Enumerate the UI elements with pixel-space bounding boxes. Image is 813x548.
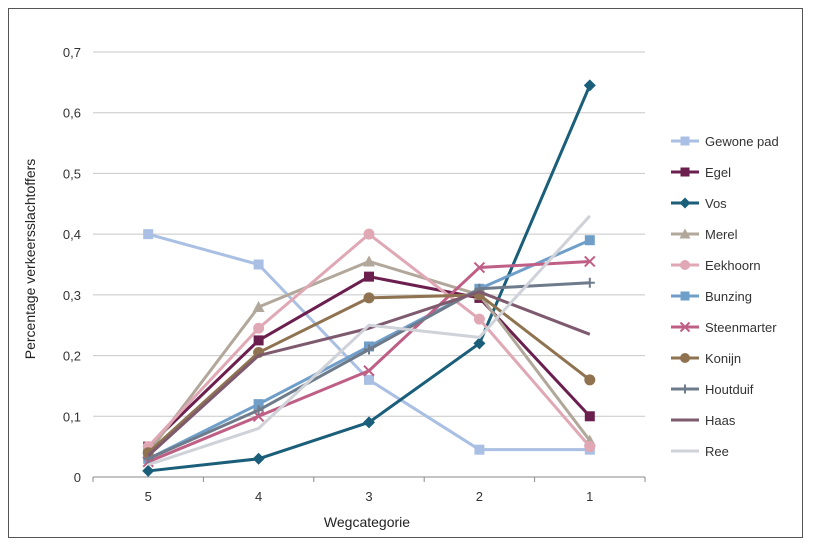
data-point <box>364 344 374 355</box>
y-tick-label: 0,3 <box>63 288 81 303</box>
data-point <box>680 291 690 301</box>
legend-item: Merel <box>671 227 738 242</box>
y-tick-label: 0 <box>74 470 81 485</box>
data-point <box>584 277 595 288</box>
legend-label: Merel <box>705 227 738 242</box>
series-line <box>147 214 591 467</box>
data-point <box>584 255 596 268</box>
legend-label: Egel <box>705 165 731 180</box>
data-point <box>474 444 485 455</box>
x-tick-label: 1 <box>586 489 593 504</box>
data-point <box>584 411 595 422</box>
legend-item: Vos <box>671 196 727 211</box>
legend-label: Vos <box>705 196 727 211</box>
legend-item: Ree <box>671 444 729 459</box>
y-tick-label: 0,4 <box>63 227 81 242</box>
legend-item: Steenmarter <box>671 320 777 335</box>
series-group <box>142 79 596 477</box>
legend-item: Bunzing <box>671 289 752 304</box>
series-line <box>147 259 590 464</box>
y-axis-ticks: 0 0,1 0,2 0,3 0,4 0,5 0,6 0,7 <box>63 45 81 485</box>
data-point <box>253 399 264 410</box>
data-point <box>584 235 595 246</box>
series-konijn <box>142 289 596 459</box>
data-point <box>584 374 596 386</box>
data-point <box>679 228 691 239</box>
legend-item: Egel <box>671 165 731 180</box>
y-tick-label: 0,1 <box>63 409 81 424</box>
legend-item: Konijn <box>671 351 741 366</box>
x-tick-label: 4 <box>255 489 262 504</box>
data-point <box>253 259 264 270</box>
x-tick-label: 2 <box>476 489 483 504</box>
data-point <box>363 292 375 304</box>
data-point <box>364 374 374 385</box>
data-point <box>142 464 155 477</box>
data-point <box>253 405 264 416</box>
y-axis-label: Percentage verkeersslachtoffers <box>22 159 38 360</box>
data-point <box>252 301 265 312</box>
legend-item: Houtduif <box>671 382 754 397</box>
data-point <box>584 441 596 453</box>
series-eekhoorn <box>142 228 596 453</box>
legend-label: Konijn <box>705 351 741 366</box>
data-point <box>253 322 265 334</box>
legend-label: Gewone pad <box>705 134 779 149</box>
data-point <box>143 229 154 240</box>
x-axis <box>92 476 646 482</box>
legend-label: Bunzing <box>705 289 752 304</box>
data-point <box>252 452 265 465</box>
x-axis-ticks: 5 4 3 2 1 <box>145 489 594 504</box>
data-point <box>363 255 375 267</box>
series-ree <box>147 214 591 467</box>
data-point <box>253 335 264 346</box>
data-point <box>680 353 690 363</box>
data-point <box>680 136 690 146</box>
data-point <box>680 384 690 394</box>
data-point <box>363 365 375 377</box>
y-tick-label: 0,2 <box>63 349 81 364</box>
x-tick-label: 3 <box>365 489 372 504</box>
data-point <box>363 228 375 240</box>
legend-label: Steenmarter <box>705 320 777 335</box>
line-chart: 0 0,1 0,2 0,3 0,4 0,5 0,6 0,7 5 4 3 2 1 Gewone pad E… <box>22 45 779 530</box>
legend: Gewone pad Egel Vos Merel Eekhoorn Bunzing Ste… <box>671 134 779 459</box>
legend-label: Haas <box>705 413 736 428</box>
x-axis-label: Wegcategorie <box>324 514 410 530</box>
y-tick-label: 0,5 <box>63 166 81 181</box>
data-point <box>473 337 486 350</box>
data-point <box>142 447 154 459</box>
legend-item: Haas <box>671 413 736 428</box>
y-tick-label: 0,7 <box>63 45 81 60</box>
legend-item: Eekhoorn <box>671 258 761 273</box>
series-line <box>147 290 591 457</box>
data-point <box>679 321 691 333</box>
legend-item: Gewone pad <box>671 134 779 149</box>
data-point <box>583 79 596 92</box>
legend-label: Houtduif <box>705 382 754 397</box>
legend-label: Eekhoorn <box>705 258 761 273</box>
data-point <box>473 313 485 325</box>
series-steenmarter <box>142 255 596 468</box>
data-point <box>364 271 374 282</box>
legend-label: Ree <box>705 444 729 459</box>
series-haas <box>147 290 591 457</box>
data-point <box>679 197 691 209</box>
x-tick-label: 5 <box>145 489 152 504</box>
series-vos <box>142 79 596 477</box>
y-tick-label: 0,6 <box>63 106 81 121</box>
data-point <box>680 260 690 270</box>
data-point <box>363 416 375 429</box>
data-point <box>680 167 690 177</box>
chart-frame: 0 0,1 0,2 0,3 0,4 0,5 0,6 0,7 5 4 3 2 1 Gewone pad E… <box>8 8 803 538</box>
data-point <box>473 261 486 274</box>
